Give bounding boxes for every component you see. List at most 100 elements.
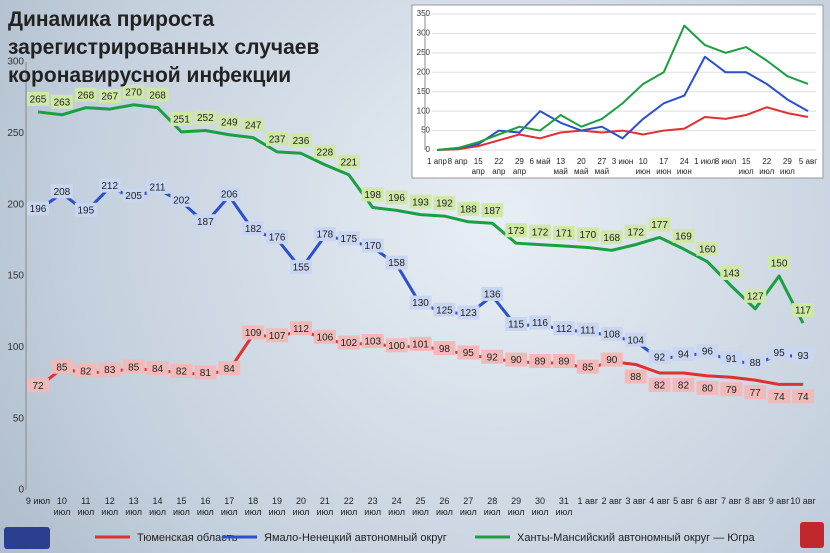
data-label-bg xyxy=(744,288,767,303)
data-label-bg xyxy=(313,227,336,242)
data-label-bg xyxy=(98,362,121,377)
data-label-bg xyxy=(194,110,217,125)
data-label-bg xyxy=(720,351,743,366)
data-label: 82 xyxy=(176,367,188,378)
data-label: 82 xyxy=(654,381,666,392)
x-tick-label: 25 июл xyxy=(412,496,429,517)
series-line xyxy=(436,106,809,151)
data-label: 95 xyxy=(463,348,475,359)
data-label: 247 xyxy=(245,120,262,131)
data-label-bg xyxy=(648,349,671,364)
data-label-bg xyxy=(74,202,97,217)
y-tick-label: 250 xyxy=(417,48,431,57)
data-label-bg xyxy=(481,349,504,364)
data-label: 112 xyxy=(556,324,572,335)
data-label-bg xyxy=(27,378,49,393)
data-label-bg xyxy=(361,334,384,349)
x-tick-label: 1 июл xyxy=(694,157,716,166)
data-label: 236 xyxy=(293,136,310,147)
data-label: 101 xyxy=(412,340,429,351)
x-tick-label: 5 авг xyxy=(673,496,694,506)
data-label: 212 xyxy=(101,181,118,192)
data-label-bg xyxy=(768,345,791,360)
x-tick-label: 18 июл xyxy=(244,496,262,517)
y-tick-label: 250 xyxy=(7,128,24,139)
data-label-bg xyxy=(624,369,647,384)
data-label-bg xyxy=(218,114,241,129)
data-label: 198 xyxy=(364,190,381,201)
x-tick-label: 2 авг xyxy=(601,496,623,506)
data-label-bg xyxy=(50,184,73,199)
x-tick-label: 22 апр xyxy=(492,157,506,176)
x-tick-label: 15 июл xyxy=(173,496,190,517)
data-label: 143 xyxy=(723,269,740,280)
data-label-bg xyxy=(27,201,49,216)
data-label: 112 xyxy=(293,324,309,335)
x-tick-label: 17 июн xyxy=(656,157,672,176)
x-tick-label: 12 июл xyxy=(101,496,119,517)
y-tick-label: 150 xyxy=(417,87,431,96)
data-label: 94 xyxy=(678,350,690,361)
x-tick-label: 1 авг xyxy=(577,496,599,506)
data-label: 91 xyxy=(726,354,738,365)
data-label: 117 xyxy=(795,306,811,317)
data-label-bg xyxy=(720,382,743,397)
y-tick-label: 300 xyxy=(7,57,24,68)
data-label: 80 xyxy=(702,384,714,395)
data-label-bg xyxy=(505,352,528,367)
x-tick-label: 24 июл xyxy=(388,496,406,517)
x-tick-label: 11 июл xyxy=(77,496,95,517)
y-tick-label: 350 xyxy=(417,9,431,18)
data-label-bg xyxy=(337,231,360,246)
data-label-bg xyxy=(672,378,695,393)
data-label: 85 xyxy=(582,362,594,373)
data-label: 130 xyxy=(412,298,429,309)
data-label: 193 xyxy=(412,197,429,208)
x-tick-label: 31 июл xyxy=(555,496,573,517)
data-label: 88 xyxy=(750,358,762,369)
series-line xyxy=(436,55,809,151)
data-label-bg xyxy=(792,348,814,363)
y-tick-label: 0 xyxy=(426,145,431,154)
data-label: 155 xyxy=(293,263,310,274)
data-label: 178 xyxy=(317,230,334,241)
data-label-bg xyxy=(792,389,814,404)
x-tick-label: 4 авг xyxy=(649,496,670,506)
data-label-bg xyxy=(529,224,552,239)
y-tick-label: 100 xyxy=(7,342,24,353)
x-tick-label: 8 авг xyxy=(744,496,766,506)
data-label: 173 xyxy=(508,226,525,237)
data-label-bg xyxy=(194,365,217,380)
x-tick-label: 15 апр xyxy=(471,157,485,176)
x-tick-label: 19 июл xyxy=(268,496,286,517)
data-label: 170 xyxy=(364,241,381,252)
data-label-bg xyxy=(361,238,384,253)
x-tick-label: 29 июл xyxy=(507,496,525,517)
data-label-bg xyxy=(122,84,145,99)
data-label-bg xyxy=(768,389,791,404)
data-label: 187 xyxy=(197,217,214,228)
x-tick-label: 3 авг xyxy=(625,496,646,506)
y-tick-label: 50 xyxy=(421,126,430,135)
data-label: 251 xyxy=(173,115,190,126)
data-label-bg xyxy=(146,179,169,194)
data-label: 268 xyxy=(149,90,166,101)
data-label: 160 xyxy=(699,244,716,255)
data-label: 176 xyxy=(269,233,286,244)
data-label: 102 xyxy=(340,338,357,349)
data-label-bg xyxy=(50,94,73,109)
x-tick-label: 22 июл xyxy=(759,157,775,176)
series-line xyxy=(37,103,805,324)
data-label: 265 xyxy=(30,95,47,106)
data-label-bg xyxy=(50,359,73,374)
data-label: 74 xyxy=(774,392,786,403)
data-label-bg xyxy=(337,154,360,169)
data-label-bg xyxy=(457,201,480,216)
data-label-bg xyxy=(289,321,312,336)
data-label-bg xyxy=(313,329,336,344)
data-label-bg xyxy=(720,265,743,280)
data-label-bg xyxy=(266,328,289,343)
x-tick-label: 6 авг xyxy=(697,496,718,506)
data-label: 177 xyxy=(651,220,668,231)
y-tick-label: 100 xyxy=(417,106,431,115)
